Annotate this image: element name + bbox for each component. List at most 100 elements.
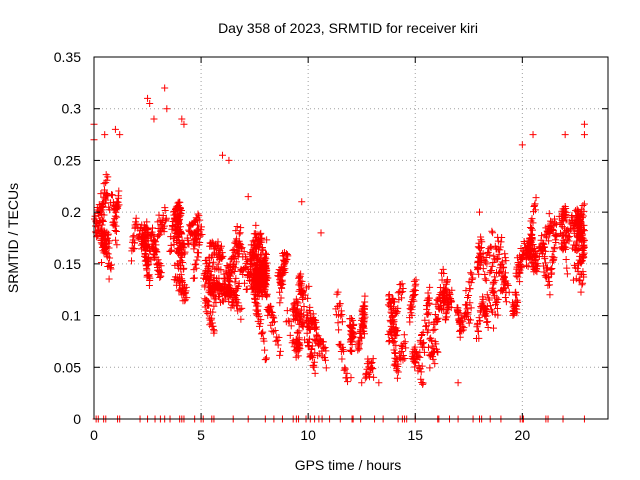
- data-point: [467, 304, 475, 312]
- data-point: [211, 265, 219, 273]
- data-point: [310, 336, 318, 344]
- data-point: [487, 243, 495, 251]
- data-point: [482, 254, 490, 262]
- data-point: [348, 347, 356, 355]
- data-point: [157, 272, 165, 280]
- data-point: [338, 318, 346, 326]
- data-point: [424, 310, 432, 318]
- data-point: [161, 84, 169, 92]
- y-tick-label: 0.25: [54, 152, 81, 168]
- data-point: [113, 241, 121, 249]
- data-point: [239, 265, 247, 273]
- data-point: [482, 276, 490, 284]
- data-point: [306, 303, 314, 311]
- data-point: [390, 337, 398, 345]
- data-point: [519, 255, 527, 263]
- data-point: [414, 352, 422, 360]
- data-point: [197, 223, 205, 231]
- data-point: [426, 335, 434, 343]
- data-point: [546, 281, 554, 289]
- data-point: [178, 242, 186, 250]
- data-point: [260, 265, 268, 273]
- data-point: [393, 367, 401, 375]
- data-point: [218, 254, 226, 262]
- data-point: [276, 351, 284, 359]
- data-point: [192, 264, 200, 272]
- data-point: [348, 315, 356, 323]
- data-point: [98, 221, 106, 229]
- data-point: [350, 320, 358, 328]
- data-point: [417, 368, 425, 376]
- data-point: [217, 266, 225, 274]
- data-point: [349, 316, 357, 324]
- data-point: [238, 304, 246, 312]
- data-point: [115, 194, 123, 202]
- data-point: [501, 254, 509, 262]
- data-point: [235, 243, 243, 251]
- data-point: [465, 292, 473, 300]
- data-point: [440, 270, 448, 278]
- data-point: [160, 222, 168, 230]
- data-point: [425, 300, 433, 308]
- data-point: [575, 276, 583, 284]
- data-point: [497, 268, 505, 276]
- data-point: [96, 207, 104, 215]
- data-point: [524, 263, 532, 270]
- data-point: [531, 251, 539, 259]
- data-point: [578, 227, 586, 235]
- data-point: [230, 253, 238, 261]
- data-point: [580, 131, 588, 139]
- data-point: [232, 258, 240, 266]
- data-point: [219, 151, 226, 159]
- data-point: [467, 316, 475, 324]
- data-point: [486, 251, 494, 259]
- data-point: [267, 303, 275, 311]
- data-point: [314, 332, 322, 340]
- data-point: [555, 212, 563, 220]
- data-point: [276, 299, 284, 307]
- data-point: [500, 285, 508, 293]
- data-point: [410, 297, 418, 305]
- data-point: [225, 298, 233, 306]
- data-point: [410, 354, 418, 362]
- data-point: [192, 260, 200, 268]
- data-point: [162, 214, 170, 222]
- data-point: [290, 343, 298, 351]
- data-point: [234, 307, 242, 315]
- data-point: [262, 269, 270, 277]
- data-point: [214, 238, 222, 246]
- data-point: [260, 337, 268, 345]
- data-point: [489, 259, 497, 267]
- data-point: [412, 276, 420, 284]
- data-point: [347, 374, 355, 382]
- x-tick-label: 5: [197, 427, 205, 443]
- data-point: [498, 258, 506, 266]
- data-point: [399, 288, 407, 296]
- data-point: [546, 291, 554, 299]
- data-point: [97, 259, 105, 267]
- data-point: [462, 287, 470, 295]
- data-point: [496, 246, 504, 254]
- data-point: [468, 275, 476, 283]
- data-point: [266, 304, 274, 312]
- data-point: [393, 308, 401, 316]
- data-point: [518, 262, 526, 270]
- data-point: [225, 156, 233, 164]
- data-point: [270, 318, 278, 326]
- data-point: [286, 331, 294, 339]
- data-point: [229, 261, 237, 269]
- data-point: [300, 319, 308, 327]
- data-point: [205, 301, 213, 309]
- data-point: [556, 219, 564, 227]
- data-point: [341, 364, 349, 372]
- data-point: [268, 309, 276, 317]
- data-point: [437, 306, 445, 314]
- data-point: [408, 303, 416, 311]
- data-point: [260, 257, 268, 265]
- data-point: [413, 348, 421, 356]
- data-point: [483, 291, 491, 299]
- data-point: [391, 328, 399, 336]
- data-point: [115, 187, 123, 195]
- data-point: [467, 279, 475, 287]
- data-point: [190, 245, 198, 253]
